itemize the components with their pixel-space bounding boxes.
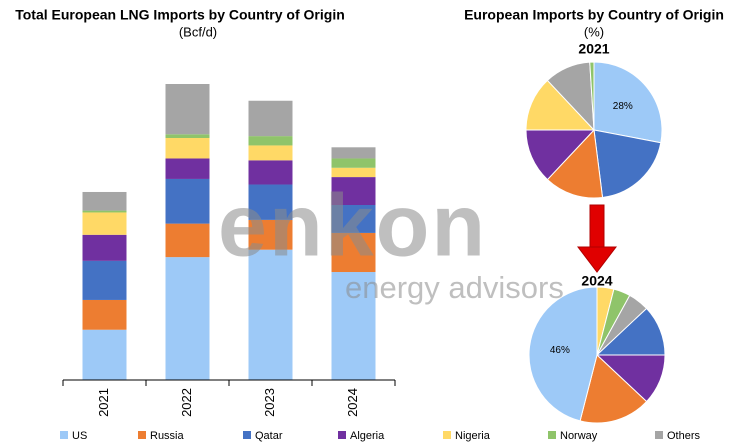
- legend-label: Algeria: [350, 430, 385, 442]
- legend-swatch: [138, 431, 146, 439]
- bar-segment: [82, 212, 127, 235]
- legend-swatch: [443, 431, 451, 439]
- legend-swatch: [243, 431, 251, 439]
- pie-slice: [589, 61, 595, 131]
- bar-segment: [331, 147, 376, 159]
- bar-segment: [331, 232, 376, 273]
- pie-slice: [593, 129, 662, 199]
- bar-segment: [331, 167, 376, 178]
- x-tick-label: 2021: [96, 388, 111, 417]
- bar-segment: [165, 223, 210, 258]
- chart-title: Total European LNG Imports by Country of…: [15, 7, 345, 23]
- pie-slice: [525, 79, 596, 131]
- pie-area: 28% 46%: [525, 61, 666, 424]
- pie-label: 2021: [578, 41, 609, 57]
- bar-area: 2021 2022 2023 2024: [62, 84, 396, 417]
- bar-segment: [248, 249, 293, 380]
- bar-segment: [331, 205, 376, 233]
- legend-label: Others: [667, 430, 701, 442]
- bar-segment: [248, 160, 293, 185]
- bar-segment: [82, 234, 127, 261]
- bar-segment: [165, 158, 210, 179]
- legend-label: Russia: [150, 430, 185, 442]
- legend-swatch: [655, 431, 663, 439]
- bar-segment: [82, 329, 127, 380]
- legend-swatch: [548, 431, 556, 439]
- legend-label: US: [72, 430, 87, 442]
- pie-subtitle: (%): [584, 24, 604, 39]
- bar-segment: [82, 260, 127, 300]
- legend-swatch: [60, 431, 68, 439]
- x-tick-label: 2023: [262, 388, 277, 417]
- watermark-tagline: energy advisors: [345, 270, 564, 305]
- legend-label: Norway: [560, 430, 598, 442]
- x-tick-label: 2024: [345, 388, 360, 417]
- pie-slice: [579, 354, 648, 424]
- bar-segment: [82, 299, 127, 330]
- pie-slice: [593, 61, 663, 144]
- pie-value-label: 28%: [613, 101, 633, 112]
- pie-slice: [528, 286, 598, 422]
- pie-label: 2024: [581, 273, 612, 289]
- bar-segment: [165, 84, 210, 135]
- pie-value-label: 46%: [550, 345, 570, 356]
- bar-segment: [331, 272, 376, 380]
- bar-segment: [248, 184, 293, 220]
- arrow: [576, 204, 618, 273]
- bar-segment: [331, 177, 376, 206]
- x-tick-label: 2022: [179, 388, 194, 417]
- watermark: enkon energy advisors: [218, 175, 564, 305]
- bar-segment: [165, 137, 210, 159]
- pie-slice: [546, 128, 604, 199]
- bar-segment: [165, 178, 210, 224]
- legend-label: Qatar: [255, 430, 283, 442]
- bar-segment: [82, 191, 127, 211]
- legend: US Russia Qatar Algeria Nigeria Norway Others: [60, 430, 701, 442]
- bar-segment: [248, 136, 293, 146]
- bar-segment: [248, 100, 293, 137]
- watermark-logo: enkon: [218, 175, 487, 274]
- legend-swatch: [338, 431, 346, 439]
- legend-label: Nigeria: [455, 430, 491, 442]
- bar-segment: [165, 134, 210, 138]
- bar-segment: [82, 210, 127, 213]
- bar-segment: [331, 158, 376, 168]
- chart-subtitle: (Bcf/d): [179, 24, 217, 39]
- bar-segment: [248, 219, 293, 250]
- bar-segment: [248, 145, 293, 161]
- pie-title: European Imports by Country of Origin: [464, 7, 724, 23]
- pie-slice: [525, 129, 596, 181]
- bar-segment: [165, 257, 210, 380]
